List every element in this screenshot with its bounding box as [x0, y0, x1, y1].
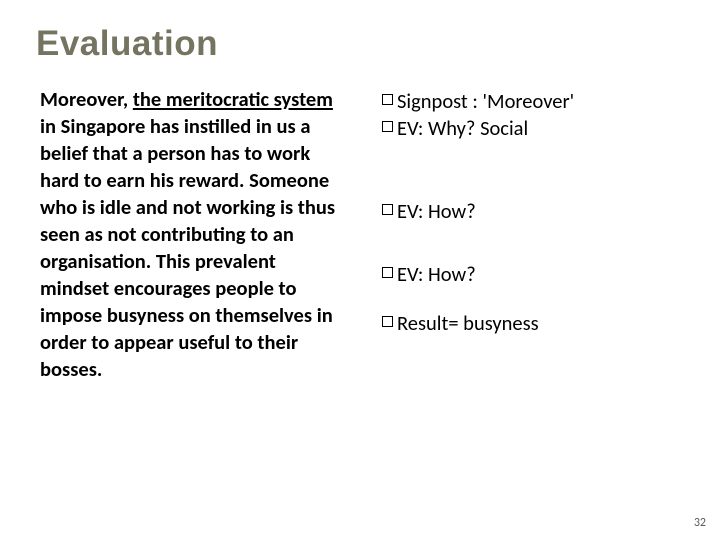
bullet-square-icon	[382, 204, 393, 215]
para-post: in Singapore has instilled in us a belie…	[40, 113, 335, 382]
page-number: 32	[694, 516, 706, 530]
list-item: EV: How?	[382, 198, 680, 225]
para-pre: Moreover,	[40, 86, 133, 112]
body-paragraph: Moreover, the meritocratic system in Sin…	[40, 86, 340, 384]
list-item: EV: How?	[382, 261, 680, 288]
slide: Evaluation Moreover, the meritocratic sy…	[0, 0, 720, 540]
bullet-list: Signpost : 'Moreover' EV: Why? Social EV…	[382, 86, 680, 384]
list-item-text: Result= busyness	[397, 310, 680, 337]
bullet-square-icon	[382, 121, 393, 132]
slide-title: Evaluation	[36, 24, 680, 64]
list-item-text: EV: How?	[397, 198, 680, 225]
list-item: EV: Why? Social	[382, 115, 680, 142]
list-item: Result= busyness	[382, 310, 680, 337]
list-item: Signpost : 'Moreover'	[382, 88, 680, 115]
content-columns: Moreover, the meritocratic system in Sin…	[40, 86, 680, 384]
bullet-square-icon	[382, 94, 393, 105]
list-item-text: EV: How?	[397, 261, 680, 288]
bullet-square-icon	[382, 316, 393, 327]
bullet-square-icon	[382, 267, 393, 278]
list-item-text: EV: Why? Social	[397, 115, 680, 142]
para-underlined: the meritocratic system	[133, 86, 333, 112]
list-item-text: Signpost : 'Moreover'	[397, 88, 680, 115]
